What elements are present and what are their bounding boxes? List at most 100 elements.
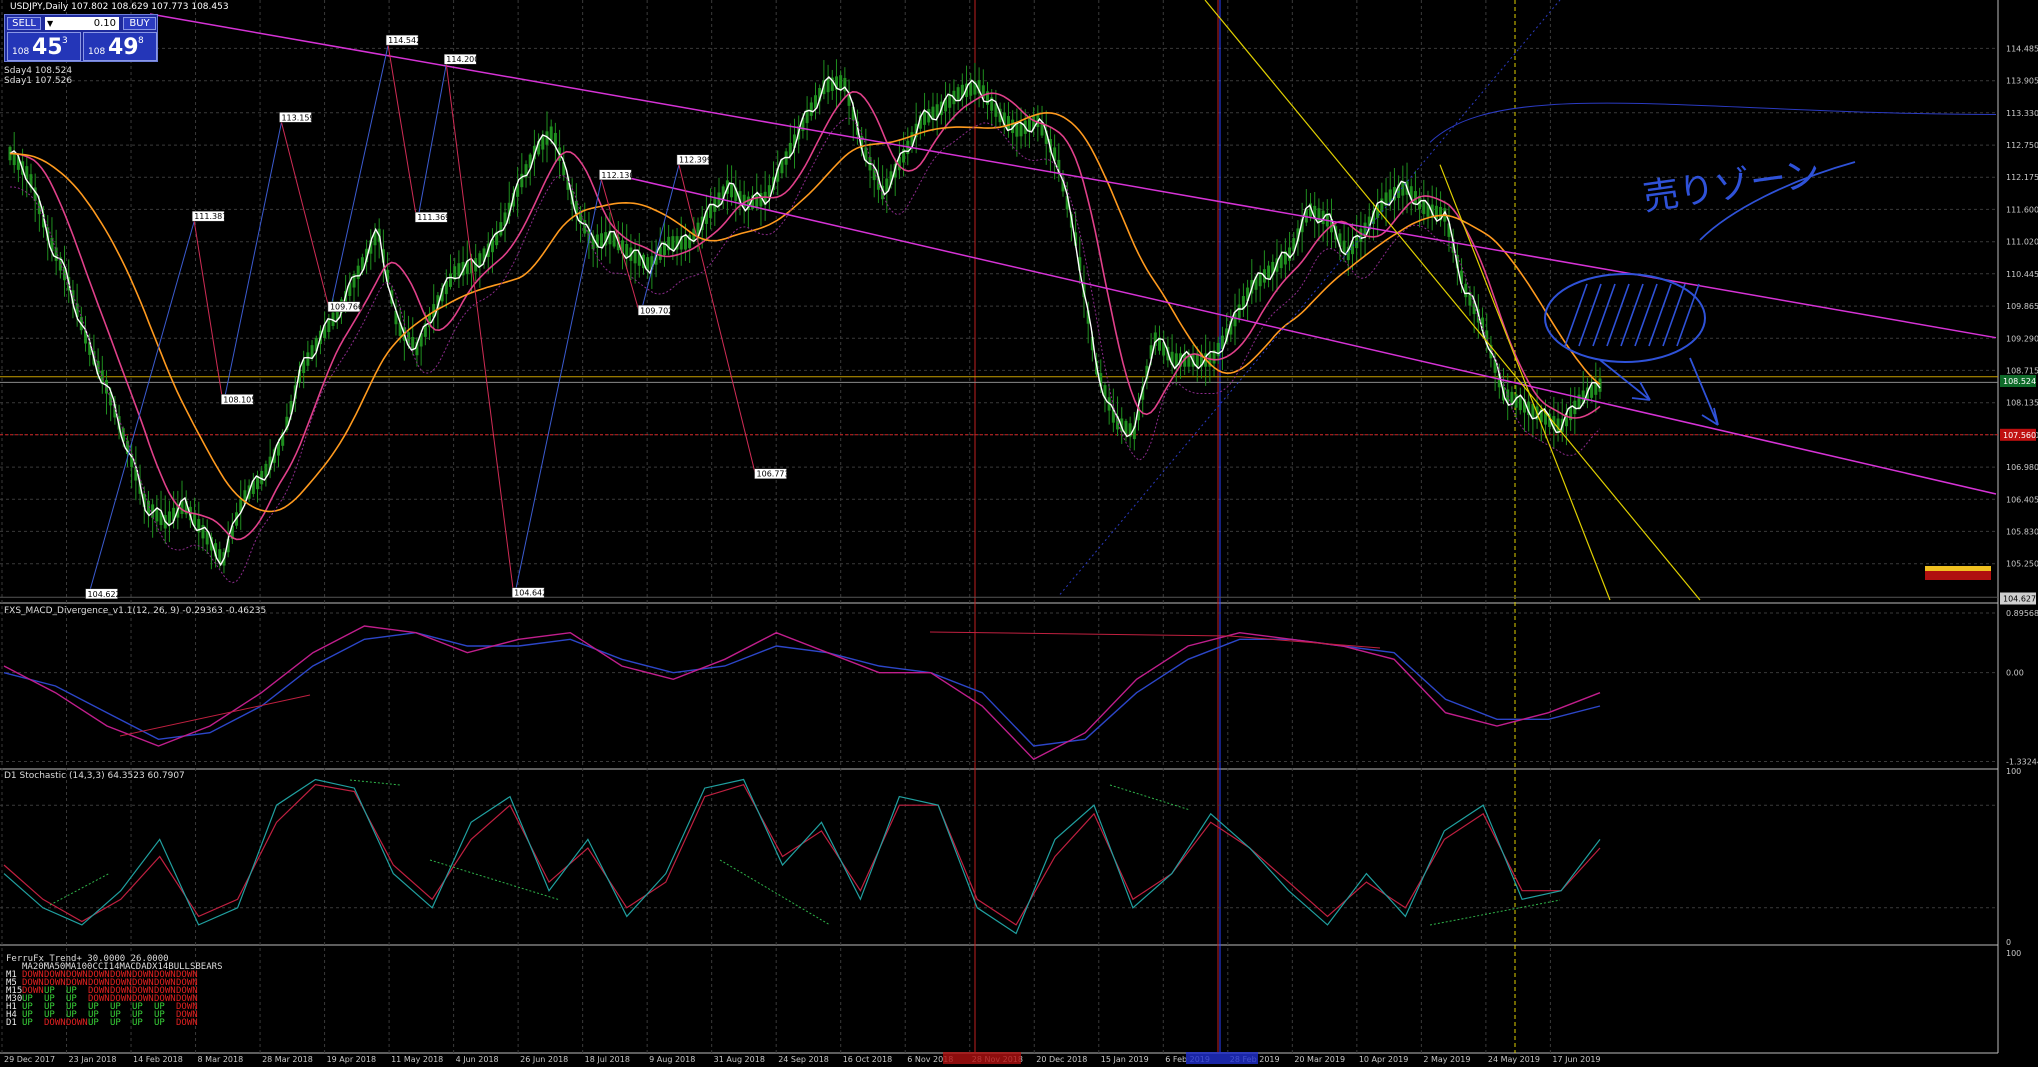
candle-body bbox=[130, 453, 134, 468]
candle-body bbox=[600, 233, 604, 247]
ferrufx-row: M30UP UP UP DOWNDOWNDOWNDOWNDOWN bbox=[6, 994, 222, 1004]
candle-body bbox=[1359, 228, 1363, 243]
ferrufx-cell: UP bbox=[88, 1018, 99, 1028]
x-axis-tick-label: 16 Oct 2018 bbox=[843, 1055, 892, 1064]
candle-body bbox=[201, 525, 205, 539]
red-level-label: 107.560 bbox=[2003, 431, 2036, 440]
candle-body bbox=[1241, 296, 1245, 310]
candle-body bbox=[818, 87, 822, 102]
swing-label-text: 109.702 bbox=[640, 306, 673, 315]
candle-body bbox=[1074, 232, 1078, 246]
ferrufx-cell: DOWN bbox=[176, 986, 198, 996]
candle-body bbox=[822, 80, 826, 95]
candle-body bbox=[394, 310, 398, 325]
ferrufx-cell: DOWN bbox=[88, 986, 110, 996]
candle-body bbox=[1300, 218, 1304, 233]
buy-button[interactable]: BUY bbox=[123, 17, 156, 30]
stochastic-divergence-line bbox=[49, 872, 111, 906]
candle-body bbox=[25, 166, 29, 180]
date-highlight-red bbox=[943, 1052, 1021, 1064]
candle-body bbox=[1128, 423, 1132, 437]
candle-body bbox=[264, 463, 268, 478]
ferrufx-cell: DOWN bbox=[132, 978, 154, 988]
x-axis-tick-label: 4 Jun 2018 bbox=[456, 1055, 499, 1064]
price-chart[interactable]: 104.622 111.387 108.105 113.159 109.766 114.5… bbox=[0, 0, 1998, 601]
candle-body bbox=[587, 229, 591, 244]
candle-body bbox=[151, 504, 155, 518]
candle-body bbox=[990, 97, 994, 111]
ferrufx-cell: DOWN bbox=[176, 978, 198, 988]
bid-price[interactable]: 108 45 3 bbox=[7, 32, 81, 61]
x-axis-tick-label: 18 Jul 2018 bbox=[585, 1055, 630, 1064]
candle-body bbox=[1220, 335, 1224, 350]
candle-body bbox=[285, 416, 289, 431]
candle-body bbox=[826, 78, 830, 93]
lot-size-input[interactable]: ▼ 0.10 bbox=[45, 17, 119, 30]
candle-body bbox=[243, 490, 247, 504]
ferrufx-cell: UP bbox=[44, 994, 55, 1004]
candle-body bbox=[1019, 122, 1023, 137]
candle-body bbox=[960, 84, 964, 99]
candle-body bbox=[776, 168, 780, 182]
stochastic-y-tick-label: 100 bbox=[2006, 767, 2021, 776]
ferrufx-timeframe: M15 bbox=[6, 986, 23, 996]
candle-body bbox=[499, 222, 503, 236]
stochastic-panel[interactable] bbox=[3, 778, 1601, 935]
candle-body bbox=[1057, 159, 1061, 174]
ferrufx-cell: UP bbox=[88, 1002, 99, 1012]
candle-body bbox=[1548, 413, 1552, 428]
candle-body bbox=[579, 210, 583, 224]
candle-body bbox=[709, 204, 713, 218]
macd-panel[interactable] bbox=[3, 625, 1601, 761]
candle-body bbox=[1292, 238, 1296, 252]
ferrufx-rows: M1 DOWNDOWNDOWNDOWNDOWNDOWNDOWNDOWN M5 DOWN… bbox=[6, 971, 222, 1028]
swing-label-box bbox=[191, 210, 225, 222]
candle-body bbox=[1015, 123, 1019, 137]
ferrufx-cell: UP bbox=[22, 1018, 33, 1028]
candle-body bbox=[537, 140, 541, 155]
x-axis-tick-label: 28 Mar 2018 bbox=[262, 1055, 313, 1064]
candle-body bbox=[1485, 330, 1489, 344]
ferrufx-timeframe: M30 bbox=[6, 994, 23, 1004]
candle-body bbox=[1569, 406, 1573, 421]
ferrufx-row: H4 UP UP UP UP UP UP UP DOWN bbox=[6, 1010, 222, 1020]
swing-label-text: 109.766 bbox=[330, 303, 363, 312]
candle-body bbox=[1011, 119, 1015, 134]
candle-body bbox=[591, 235, 595, 250]
x-axis-tick-label: 26 Jun 2018 bbox=[520, 1055, 568, 1064]
candle-body bbox=[428, 313, 432, 328]
ferrufx-cell: DOWN bbox=[176, 1018, 198, 1028]
candle-body bbox=[1116, 416, 1120, 430]
ferrufx-cell: UP bbox=[22, 1010, 33, 1020]
candle-body bbox=[1594, 381, 1598, 395]
symbol-name: USDJPY,Daily bbox=[10, 2, 69, 12]
ask-fraction: 8 bbox=[138, 36, 144, 46]
candle-body bbox=[1141, 386, 1145, 400]
candle-body bbox=[1371, 210, 1375, 224]
ohlc-values: 107.802 108.629 107.773 108.453 bbox=[71, 2, 229, 12]
candle-body bbox=[985, 91, 989, 105]
sell-button[interactable]: SELL bbox=[7, 17, 41, 30]
ferrufx-row: M1 DOWNDOWNDOWNDOWNDOWNDOWNDOWNDOWN bbox=[6, 971, 222, 980]
ferrufx-timeframe: M5 bbox=[6, 978, 17, 988]
lot-dropdown-icon[interactable]: ▼ bbox=[47, 19, 54, 28]
ferrufx-cell: UP bbox=[132, 1010, 143, 1020]
stochastic-signal-line bbox=[3, 783, 1601, 926]
candle-body bbox=[1149, 345, 1153, 359]
x-axis-tick-label: 20 Mar 2019 bbox=[1294, 1055, 1345, 1064]
ask-price[interactable]: 108 49 8 bbox=[83, 32, 157, 61]
swing-label-box bbox=[385, 34, 419, 46]
candle-body bbox=[1170, 351, 1174, 366]
candle-body bbox=[843, 77, 847, 92]
candle-body bbox=[205, 531, 209, 545]
candle-body bbox=[881, 185, 885, 200]
stochastic-divergence-line bbox=[719, 859, 831, 926]
ferrufx-cell: DOWN bbox=[154, 994, 176, 1004]
candle-body bbox=[671, 236, 675, 250]
candle-body bbox=[646, 257, 650, 271]
candle-body bbox=[1254, 276, 1258, 290]
candle-body bbox=[851, 106, 855, 121]
swing-label-text: 108.105 bbox=[223, 395, 256, 404]
candle-body bbox=[335, 306, 339, 320]
